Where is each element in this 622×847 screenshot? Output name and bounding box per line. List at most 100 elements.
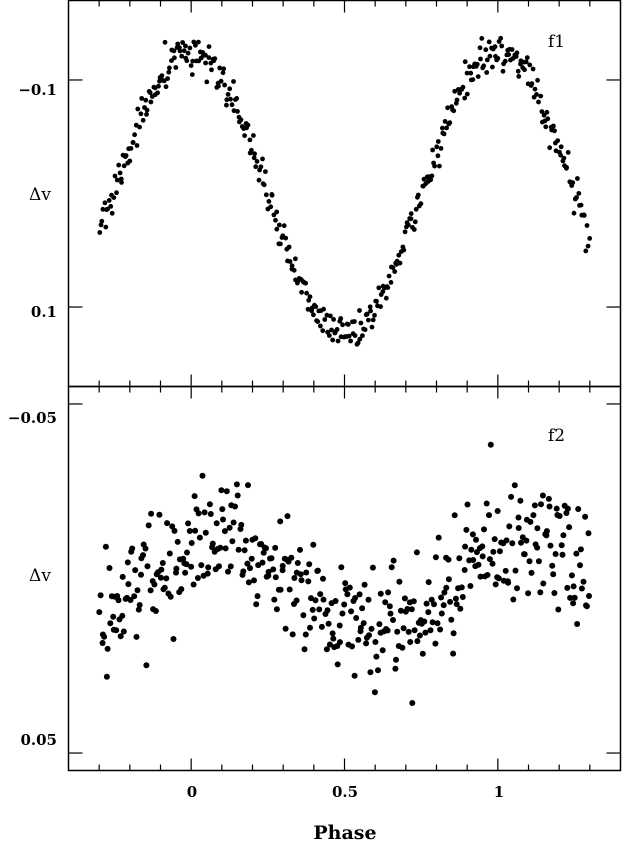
panel-f1-data-point [99,218,105,224]
panel-f2-data-point [527,518,534,525]
panel-f2-data-point [159,560,166,566]
panel-f2-data-point [206,501,213,508]
panel-f2-data-point [353,615,360,621]
panel-f2-data-point [570,600,577,607]
panel-f1-data-point [492,44,498,50]
panel-f1-data-point [538,93,544,99]
panel-f1-data-point [123,153,129,158]
panel-f2-data-point [351,672,358,679]
panel-f2-data-point [477,573,484,580]
panel-f1-data-point [187,45,193,51]
panel-f2-data-point [339,610,346,617]
panel-f1-data-point [415,192,421,198]
panel-f2-data-point [394,628,401,635]
panel-f1-data-point [413,206,419,212]
panel-f2-data-point [515,525,522,531]
panel-f2-data-point [205,564,212,571]
panel-f1-data-point [470,77,476,82]
panel-f1-data-point [271,212,277,218]
panel-f2-data-point [540,580,547,587]
panel-f1-data-point [217,65,223,71]
panel-f2-data-point [530,512,537,519]
panel-f1-data-point [299,289,304,295]
panel-f2-data-point [125,581,132,588]
panel-f2-data-point [570,583,577,590]
panel-f2-data-point [309,606,316,613]
panel-f2-data-point [387,610,394,617]
panel-f1-data-point [392,269,398,274]
panel-f2-data-point [555,606,562,613]
panel-f2-data-point [311,615,318,622]
panel-f1-data-point [128,146,134,151]
panel-f1-data-point [460,84,466,90]
panel-f2-data-point [104,645,111,652]
panel-f2-data-point [268,555,275,562]
panel-f1-data-point [558,152,563,158]
panel-f1-data-point [451,108,457,114]
panel-f2-data-point [227,563,234,570]
panel-f1-ylabel: Δv [29,185,51,205]
panel-f1-data-point [366,317,371,323]
panel-f2-data-point [371,689,378,696]
panel-f2-data-point [502,567,509,574]
panel-f1-data-point [468,70,474,76]
panel-f2-data-point [571,594,578,601]
panel-f1-data-point [291,267,297,273]
panel-f1-data-point [229,102,235,108]
panel-f2-data-point [479,553,486,560]
panel-f2-data-point [324,607,331,614]
panel-f2-data-point [586,593,592,599]
panel-f1-data-point [206,55,212,60]
panel-f1-data-point [273,217,278,223]
panel-f2-data-point [182,569,189,576]
panel-f2-data-point [384,627,391,634]
panel-f2-data-point [490,548,497,555]
panel-f1-data-point [289,263,295,269]
panel-f2-data-point [297,571,304,578]
panel-f2-data-point [271,596,278,603]
panel-f1-data-point [268,204,274,210]
panel-f2-data-point [173,565,180,572]
panel-f2-data-point [534,525,541,532]
panel-f1-data-point [181,48,187,54]
panel-f1-data-point [139,96,145,101]
panel-f2-data-point [414,638,421,645]
panel-f2-data-point [314,567,321,574]
panel-f2-data-point [467,583,474,589]
panel-f1-data-point [242,133,248,139]
panel-f1-points [97,35,593,347]
panel-f1-data-point [484,57,490,63]
panel-f1-data-point [430,147,435,153]
panel-f2-data-point [325,620,332,627]
panel-f2-data-point [330,635,337,642]
panel-f2-data-point [145,522,152,529]
panel-f2-data-point [583,603,590,610]
panel-f2-data-point [385,589,392,596]
panel-f2-data-point [152,608,159,614]
panel-f2-data-point [148,510,155,517]
panel-f1-data-point [287,259,293,264]
panel-f1-data-point [190,58,196,64]
panel-f1-data-point [551,123,556,129]
xtick-label-1: 1 [494,783,504,801]
panel-f2-data-point [233,481,240,488]
panel-f2-data-point [238,521,245,528]
panel-f1-data-point [487,53,493,59]
panel-f2-data-point [305,578,312,585]
panel-f2-data-point [355,636,362,643]
panel-f2-data-point [574,621,581,627]
panel-f2-data-point [481,526,487,533]
panel-f2-data-point [486,556,493,563]
panel-f1-data-point [346,333,352,339]
panel-f2-data-point [201,509,208,516]
panel-f2-data-point [167,593,174,600]
panel-f2-data-point [234,492,241,499]
panel-f1-data-point [534,92,539,97]
panel-f2-data-point [240,568,247,575]
panel-f1-data-point [177,48,183,54]
panel-f2-data-point [272,544,279,551]
panel-f2-data-point [531,502,538,509]
panel-f2-data-point [232,503,238,510]
panel-f2-data-point [209,540,216,547]
